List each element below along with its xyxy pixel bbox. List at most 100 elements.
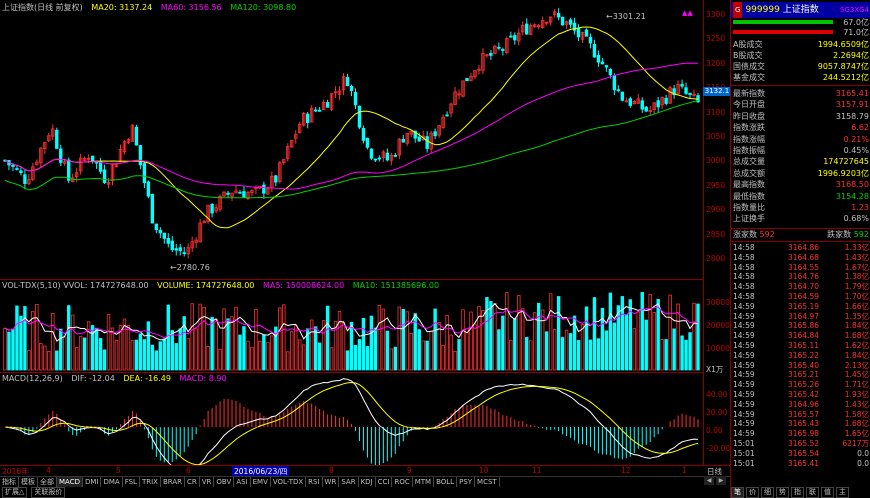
indicator-tab-mtm[interactable]: MTM xyxy=(413,477,435,487)
bottom-tab[interactable]: 扩展△ xyxy=(2,487,28,498)
candle-body xyxy=(624,100,629,103)
stat-row: B股成交 2.2694亿 xyxy=(733,51,869,60)
indicator-tab-trix[interactable]: TRIX xyxy=(140,477,161,487)
candle-body xyxy=(309,107,314,123)
tick-row: 14:59 3165.40 2.13亿 xyxy=(733,360,869,370)
month-tick: 5 xyxy=(116,466,121,475)
quote-tab[interactable]: 势 xyxy=(776,487,789,498)
macd-histogram xyxy=(8,398,699,465)
indicator-tab-cci[interactable]: CCI xyxy=(376,477,393,487)
candle-body xyxy=(441,116,445,128)
candle-body xyxy=(43,142,47,150)
volume-bar xyxy=(11,328,15,371)
volume-bar xyxy=(246,340,250,371)
volume-bar xyxy=(640,292,644,371)
candle-body xyxy=(592,44,597,58)
candle-body xyxy=(31,166,35,180)
candle-body xyxy=(636,98,640,104)
indicator-tab-模板[interactable]: 模板 xyxy=(19,477,38,487)
indicator-tab-全部[interactable]: 全部 xyxy=(38,477,57,487)
indicator-tab-vr[interactable]: VR xyxy=(200,477,215,487)
volume-bar xyxy=(517,295,521,371)
month-tick: 8 xyxy=(329,466,334,475)
indicator-tab-psy[interactable]: PSY xyxy=(457,477,476,487)
volume-bar xyxy=(43,345,47,371)
price-tick: 3200 xyxy=(706,58,726,68)
month-tick: 11 xyxy=(532,466,542,475)
expand-arrows-icon[interactable]: ▲▲ xyxy=(682,9,693,17)
indicator-tab-指标[interactable]: 指标 xyxy=(0,477,19,487)
volume-bar xyxy=(290,331,294,371)
volume-bar xyxy=(656,298,660,371)
quote-tab[interactable]: 值 xyxy=(821,487,834,498)
indicator-tab-brar[interactable]: BRAR xyxy=(161,477,185,487)
volume-bar xyxy=(453,350,457,371)
quote-tab[interactable]: 主 xyxy=(836,487,849,498)
quote-tab[interactable]: 细 xyxy=(761,487,774,498)
period-label[interactable]: 日线 xyxy=(707,467,722,476)
candle-body xyxy=(349,85,354,91)
candle-body xyxy=(23,174,27,184)
indicator-tab-wr[interactable]: WR xyxy=(323,477,340,487)
candle-body xyxy=(262,184,266,194)
quote-tab[interactable]: 联 xyxy=(806,487,819,498)
indicator-tab-boll[interactable]: BOLL xyxy=(434,477,458,487)
candle-body xyxy=(533,24,537,28)
indicator-tab-dmi[interactable]: DMI xyxy=(83,477,102,487)
candle-body xyxy=(178,247,182,252)
month-tick: 9 xyxy=(407,466,412,475)
quote-tab[interactable]: 指 xyxy=(791,487,804,498)
indicator-tab-emv[interactable]: EMV xyxy=(251,477,271,487)
indicator-tab-macd[interactable]: MACD xyxy=(57,477,83,487)
candle-body xyxy=(290,139,294,148)
volume-bar xyxy=(146,321,151,371)
indicator-tab-roc[interactable]: ROC xyxy=(392,477,413,487)
candle-body xyxy=(692,93,696,96)
volume-bar xyxy=(684,339,688,371)
indicator-tab-obv[interactable]: OBV xyxy=(214,477,235,487)
volume-tick: 30000 xyxy=(706,298,730,307)
candle-body xyxy=(485,54,489,57)
quote-tab[interactable]: 笔 xyxy=(731,487,744,498)
candle-body xyxy=(540,20,545,28)
indicator-tab-cr[interactable]: CR xyxy=(185,477,200,487)
indicator-tab-asi[interactable]: ASI xyxy=(234,477,251,487)
volume-bar xyxy=(525,336,529,371)
indicator-tab-sar[interactable]: SAR xyxy=(339,477,359,487)
price-tick: 3250 xyxy=(706,34,726,44)
candle-body xyxy=(106,181,111,185)
vol-ma5: MA5: 150008624.00 xyxy=(262,281,345,290)
volume-bar xyxy=(47,351,51,371)
indicator-tab-rsi[interactable]: RSI xyxy=(306,477,323,487)
candle-body xyxy=(286,146,290,159)
volume-bar xyxy=(576,340,581,371)
quote-tab[interactable]: 价 xyxy=(746,487,759,498)
indicator-tab-dma[interactable]: DMA xyxy=(101,477,123,487)
volume-bar xyxy=(126,325,131,371)
ratio-bar-bottom xyxy=(733,30,833,34)
quote-row: 最高指数 3168.50 xyxy=(733,180,869,190)
indicator-tab-fsl[interactable]: FSL xyxy=(123,477,140,487)
indicator-tab-vol-tdx[interactable]: VOL-TDX xyxy=(271,477,307,487)
candle-body xyxy=(505,38,509,53)
volume-bar xyxy=(74,347,79,371)
scroll-left-icon[interactable]: ◀ xyxy=(704,476,714,485)
macd-tick: -20.00 xyxy=(706,444,731,453)
scroll-right-icon[interactable]: ▶ xyxy=(716,476,726,485)
volume-bar xyxy=(676,303,680,371)
bottom-tab[interactable]: 关联报价 xyxy=(31,487,66,498)
candle-body xyxy=(461,80,465,97)
candle-body xyxy=(82,158,87,161)
candle-body xyxy=(544,21,549,24)
candle-body xyxy=(413,130,417,139)
indicator-tab-kdj[interactable]: KDJ xyxy=(359,477,376,487)
volume-bar xyxy=(206,346,210,371)
candle-body xyxy=(230,192,234,198)
chart-area[interactable]: 上证指数(日线 前复权) MA20: 3137.24 MA60: 3156.56… xyxy=(0,0,703,498)
candle-body xyxy=(238,191,242,194)
candle-body xyxy=(417,136,421,142)
volume-bar xyxy=(377,304,382,371)
volume-bar xyxy=(182,316,186,371)
indicator-tab-mcst[interactable]: MCST xyxy=(475,477,500,487)
tick-row: 14:59 3165.86 1.84亿 xyxy=(733,321,869,331)
